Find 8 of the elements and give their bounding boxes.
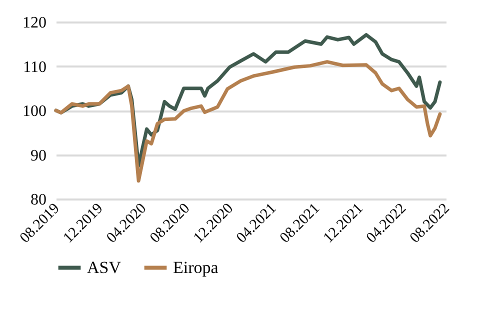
y-tick-label: 100	[22, 103, 46, 120]
y-tick-label: 110	[23, 58, 46, 76]
y-tick-label: 90	[30, 147, 46, 164]
y-tick-label: 120	[22, 14, 46, 32]
legend-label: ASV	[87, 258, 122, 277]
legend-label: Eiropa	[173, 258, 219, 277]
y-tick-label: 80	[30, 192, 46, 208]
line-series	[54, 60, 442, 183]
